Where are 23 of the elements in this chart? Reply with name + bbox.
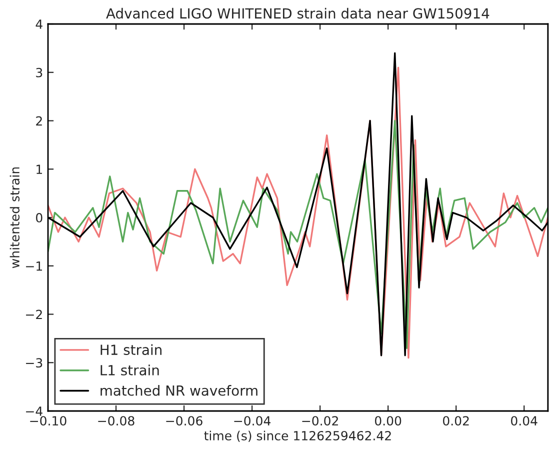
x-tick-label: 0.02 xyxy=(442,416,469,426)
y-axis-title: whitented strain xyxy=(10,167,20,268)
y-tick-label: −4 xyxy=(26,406,42,416)
x-tick-label: −0.02 xyxy=(302,416,338,426)
y-tick-label: 4 xyxy=(36,20,42,29)
x-tick-label: −0.08 xyxy=(98,416,134,426)
y-tick-label: 0 xyxy=(36,212,42,222)
legend-label: L1 strain xyxy=(100,364,159,376)
y-tick-label: 1 xyxy=(36,164,42,174)
x-tick-label: 0.00 xyxy=(374,416,402,426)
chart-title: Advanced LIGO WHITENED strain data near GW150914 xyxy=(106,8,490,19)
y-tick-label: −1 xyxy=(26,262,42,271)
legend-label: H1 strain xyxy=(100,344,162,356)
y-tick-label: 2 xyxy=(36,116,42,126)
x-tick-label: −0.06 xyxy=(166,416,202,426)
x-tick-label: −0.10 xyxy=(30,416,66,426)
y-tick-label: −2 xyxy=(26,310,42,319)
x-tick-label: −0.04 xyxy=(234,416,270,426)
y-tick-label: 3 xyxy=(36,68,42,78)
legend-label: matched NR waveform xyxy=(100,385,258,396)
x-axis-title: time (s) since 1126259462.42 xyxy=(204,430,391,442)
y-tick-label: −3 xyxy=(26,358,42,368)
x-tick-label: 0.04 xyxy=(511,416,538,426)
